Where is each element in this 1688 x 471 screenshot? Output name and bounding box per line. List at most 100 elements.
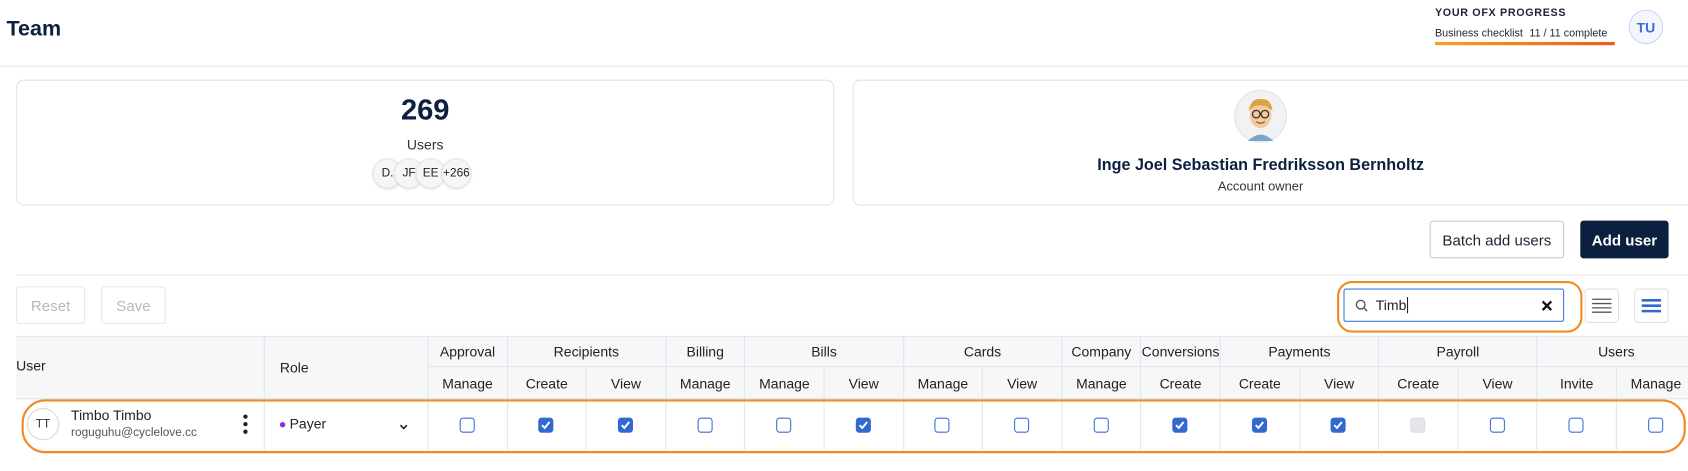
role-dot bbox=[279, 421, 286, 428]
add-user-button[interactable]: Add user bbox=[1580, 220, 1669, 259]
action-header: Invite bbox=[1536, 367, 1616, 400]
role-value: Payer bbox=[289, 415, 327, 432]
chevron-icon bbox=[399, 424, 408, 430]
role-chevron bbox=[398, 419, 409, 430]
column-divider bbox=[981, 399, 984, 450]
permission-checkbox[interactable] bbox=[459, 417, 475, 433]
owner-card: Inge Joel Sebastian Fredriksson Bernholt… bbox=[852, 79, 1688, 206]
permission-checkbox[interactable] bbox=[1172, 417, 1188, 433]
user-avatar-mini: +266 bbox=[441, 158, 472, 189]
action-header: Manage bbox=[1615, 367, 1688, 400]
column-divider bbox=[1219, 399, 1221, 450]
owner-role: Account owner bbox=[1217, 178, 1304, 194]
permission-checkbox[interactable] bbox=[1014, 417, 1030, 433]
role-select[interactable]: Payer bbox=[276, 412, 414, 436]
permission-checkbox bbox=[1410, 417, 1426, 433]
column-divider bbox=[1140, 399, 1142, 450]
check-mark bbox=[541, 421, 551, 430]
action-header: Manage bbox=[744, 367, 823, 400]
row-highlight bbox=[21, 399, 1686, 454]
batch-add-button[interactable]: Batch add users bbox=[1429, 220, 1565, 259]
check-mark bbox=[858, 421, 868, 430]
permission-checkbox[interactable] bbox=[1093, 417, 1109, 433]
permission-checkbox[interactable] bbox=[538, 417, 554, 433]
action-header: View bbox=[981, 367, 1061, 400]
permissions-table: User Role Approval Manage Recipients Create… bbox=[0, 335, 1688, 454]
search-icon bbox=[1355, 299, 1368, 312]
action-header: Create bbox=[1140, 367, 1219, 400]
permission-checkbox[interactable] bbox=[1330, 417, 1347, 433]
permission-checkbox[interactable] bbox=[855, 417, 871, 433]
users-card: 269 Users D. JF EE +266 bbox=[16, 79, 835, 206]
user-avatar-mini: EE bbox=[415, 158, 446, 189]
users-count: 269 bbox=[400, 93, 450, 126]
action-header: View bbox=[1298, 367, 1378, 400]
column-divider bbox=[585, 399, 587, 450]
user-email: roguguhu@cyclelove.cc bbox=[71, 426, 197, 440]
search-input[interactable]: Timb bbox=[1343, 288, 1565, 322]
column-divider bbox=[665, 399, 667, 450]
column-divider bbox=[1536, 399, 1538, 450]
progress-bar bbox=[1434, 41, 1615, 46]
action-header: Create bbox=[1378, 367, 1457, 400]
action-header: Create bbox=[1219, 367, 1299, 400]
group-header: Conversions bbox=[1140, 335, 1220, 368]
group-header: Payroll bbox=[1378, 335, 1537, 368]
group-header: Cards bbox=[902, 335, 1062, 368]
progress-count: 11 / 11 complete bbox=[1529, 27, 1608, 40]
progress-line[interactable]: Business checklist 11 / 11 complete bbox=[1435, 28, 1607, 40]
search-value: Timb bbox=[1376, 297, 1409, 314]
user-initials: TT bbox=[26, 407, 60, 441]
search-highlight bbox=[1337, 280, 1583, 333]
group-header: Users bbox=[1536, 335, 1688, 368]
user-name: Timbo Timbo bbox=[71, 406, 152, 424]
column-divider bbox=[902, 399, 904, 450]
account-avatar[interactable]: TU bbox=[1628, 9, 1664, 45]
action-header: Create bbox=[506, 367, 586, 400]
group-header: Payments bbox=[1219, 335, 1379, 368]
owner-name: Inge Joel Sebastian Fredriksson Bernholt… bbox=[1097, 156, 1424, 175]
column-divider bbox=[1298, 399, 1300, 450]
table-header bbox=[16, 335, 1688, 400]
permission-checkbox[interactable] bbox=[776, 417, 792, 433]
action-header: View bbox=[585, 367, 665, 400]
permission-checkbox[interactable] bbox=[1647, 417, 1663, 433]
column-divider bbox=[823, 399, 825, 450]
progress-label: YOUR OFX PROGRESS bbox=[1434, 7, 1567, 20]
page-title: Team bbox=[6, 17, 62, 41]
compact-view-button[interactable] bbox=[1584, 288, 1620, 323]
group-header: Company bbox=[1061, 335, 1141, 368]
action-header: Manage bbox=[427, 367, 506, 400]
check-mark bbox=[1254, 421, 1264, 430]
permission-checkbox[interactable] bbox=[1489, 417, 1505, 433]
kebab-icon bbox=[243, 414, 248, 434]
column-divider bbox=[427, 399, 429, 450]
permission-checkbox[interactable] bbox=[934, 417, 950, 433]
permission-checkbox[interactable] bbox=[1568, 417, 1584, 433]
owner-avatar bbox=[1234, 89, 1287, 143]
role-header: Role bbox=[279, 359, 309, 376]
save-button[interactable]: Save bbox=[101, 286, 166, 325]
comfortable-view-button[interactable] bbox=[1634, 288, 1669, 323]
action-header: View bbox=[823, 367, 903, 400]
row-menu[interactable] bbox=[241, 413, 250, 435]
check-mark bbox=[1175, 421, 1185, 430]
permission-checkbox[interactable] bbox=[697, 417, 713, 433]
check-mark bbox=[1334, 421, 1344, 430]
action-header: Manage bbox=[1061, 367, 1140, 400]
permission-checkbox[interactable] bbox=[1251, 417, 1267, 433]
column-divider bbox=[506, 399, 508, 450]
column-divider bbox=[1615, 399, 1617, 450]
action-header: Manage bbox=[665, 367, 744, 400]
user-avatar-mini: JF bbox=[393, 158, 425, 189]
header-divider bbox=[0, 65, 1688, 67]
permission-checkbox[interactable] bbox=[617, 417, 633, 433]
check-mark bbox=[620, 421, 630, 430]
reset-button[interactable]: Reset bbox=[16, 286, 86, 325]
group-header: Recipients bbox=[506, 335, 666, 368]
clear-search[interactable] bbox=[1540, 299, 1553, 312]
users-label: Users bbox=[406, 136, 444, 153]
action-header: View bbox=[1457, 367, 1536, 400]
